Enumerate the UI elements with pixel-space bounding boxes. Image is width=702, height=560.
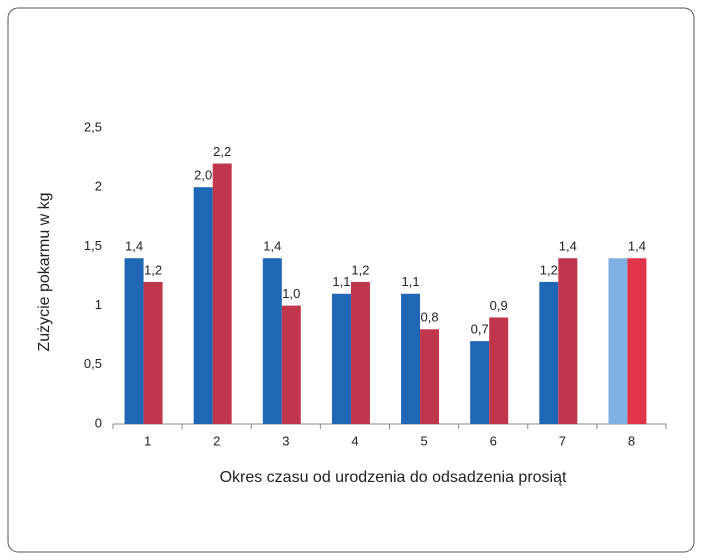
data-label: 1,4	[263, 239, 281, 254]
data-label: 1,0	[282, 286, 300, 301]
bar	[143, 281, 163, 424]
data-label: 1,4	[125, 239, 143, 254]
data-label: 1,4	[628, 239, 646, 254]
data-label: 1,1	[332, 274, 350, 289]
data-label: 0,7	[471, 322, 489, 337]
x-tick-label: 7	[559, 433, 566, 448]
x-tick-label: 3	[282, 433, 289, 448]
y-tick-label: 0	[95, 415, 102, 430]
data-label: 2,2	[213, 144, 231, 159]
x-tick-label: 8	[628, 433, 635, 448]
y-tick-label: 1,5	[84, 238, 102, 253]
x-tick-label: 6	[490, 433, 497, 448]
y-tick-label: 2	[95, 179, 102, 194]
x-axis-title: Okres czasu od urodzenia do odsadzenia p…	[220, 469, 567, 486]
bar	[489, 317, 509, 424]
bar	[420, 329, 440, 424]
bar	[627, 258, 647, 424]
y-tick-label: 2,5	[84, 119, 102, 134]
bar	[539, 281, 559, 424]
x-tick-label: 5	[420, 433, 427, 448]
frame	[7, 7, 695, 553]
data-label: 0,8	[421, 310, 439, 325]
y-axis-title: Zużycie pokarmu w kg	[36, 192, 53, 351]
y-tick-label: 1	[95, 297, 102, 312]
data-label: 1,2	[351, 262, 369, 277]
bar	[124, 258, 144, 424]
bar	[608, 258, 628, 424]
x-tick-label: 1	[144, 433, 151, 448]
bar	[350, 281, 370, 424]
bar	[212, 163, 232, 424]
x-tick-label: 4	[351, 433, 358, 448]
data-label: 2,0	[194, 168, 212, 183]
data-label: 1,4	[559, 239, 577, 254]
bar	[401, 293, 421, 424]
bar	[331, 293, 351, 424]
bar	[558, 258, 578, 424]
data-label: 0,9	[490, 298, 508, 313]
data-label: 1,1	[402, 274, 420, 289]
y-tick-label: 0,5	[84, 356, 102, 371]
bar	[193, 187, 213, 424]
bar	[262, 258, 282, 424]
data-label: 1,2	[144, 262, 162, 277]
bar	[281, 305, 301, 424]
bar	[470, 341, 490, 424]
x-tick-label: 2	[213, 433, 220, 448]
data-label: 1,2	[540, 262, 558, 277]
